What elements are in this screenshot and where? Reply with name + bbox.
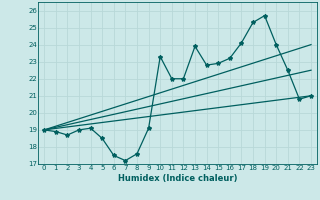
X-axis label: Humidex (Indice chaleur): Humidex (Indice chaleur) bbox=[118, 174, 237, 183]
